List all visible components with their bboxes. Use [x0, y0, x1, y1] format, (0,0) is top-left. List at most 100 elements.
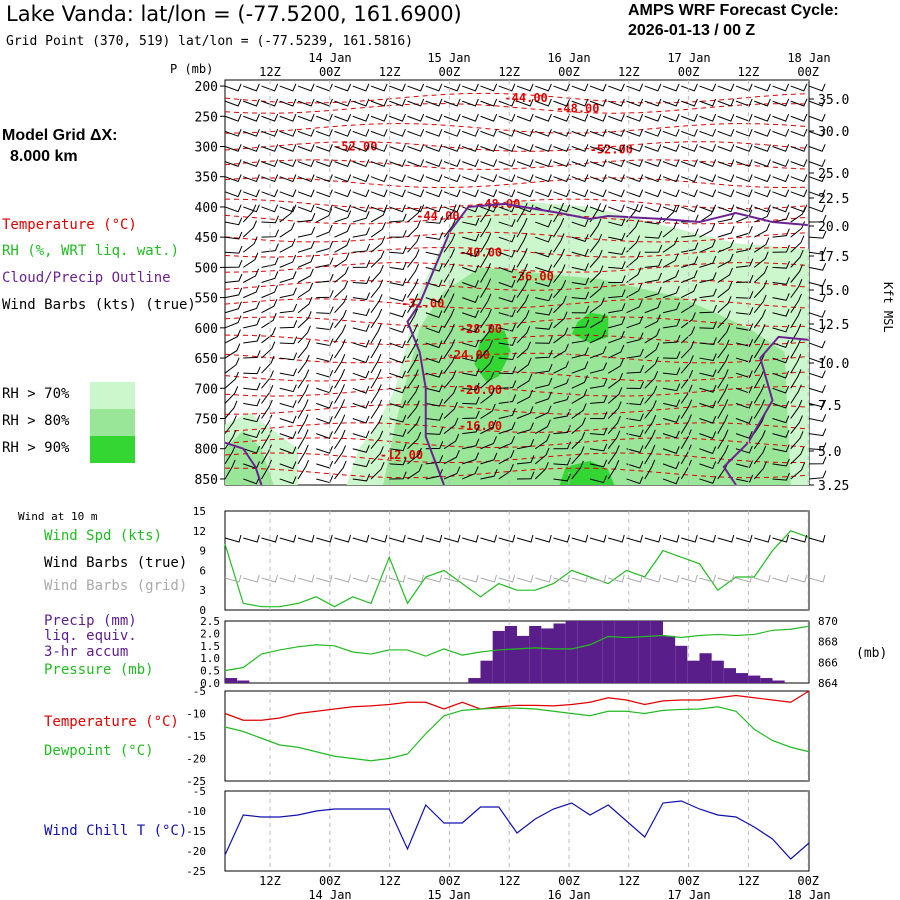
- legend-wind-chill: Wind Chill T (°C): [44, 823, 188, 839]
- wind-barb-grid: [608, 574, 625, 583]
- top-date-label: 15 Jan: [427, 51, 470, 65]
- wind-barb: [334, 280, 349, 298]
- wind-barb: [644, 459, 656, 480]
- wind-barb: [681, 242, 699, 253]
- wind-barb: [735, 113, 753, 122]
- wind-barb: [662, 318, 681, 329]
- wind-barb: [662, 430, 680, 439]
- wind-barb: [334, 384, 345, 404]
- wind-barb: [772, 355, 790, 364]
- wind-barb: [717, 369, 729, 389]
- precip-bar: [602, 621, 615, 683]
- wind-barb-true: [626, 534, 643, 543]
- wind-barb: [316, 224, 333, 238]
- wind-barb: [808, 428, 827, 437]
- wind-barb: [498, 309, 516, 318]
- wind-barb: [407, 204, 425, 213]
- temperature-contour: [224, 246, 810, 258]
- wind-barb: [480, 355, 494, 374]
- wind-barb: [425, 413, 444, 421]
- wind-barb: [407, 447, 422, 465]
- wind-barb: [717, 253, 734, 268]
- wind-barb: [243, 268, 260, 283]
- wind-barb: [626, 445, 644, 454]
- wind-barb: [699, 369, 717, 377]
- wind-barb: [626, 460, 644, 469]
- wind-barb: [808, 230, 827, 239]
- wind-barb: [370, 279, 384, 298]
- wind-barb: [443, 263, 455, 283]
- wind-barb: [754, 83, 771, 92]
- wind-panel-frame: [224, 510, 810, 611]
- wind-barb: [589, 329, 607, 344]
- wind-barb-grid: [589, 574, 607, 583]
- pressure-line: [224, 625, 810, 672]
- wind-barb: [644, 98, 662, 107]
- wind-barb: [626, 348, 644, 359]
- wind-barb: [224, 144, 242, 152]
- wind-barb-true: [699, 534, 716, 543]
- wind-barb: [553, 327, 569, 344]
- wind-barb: [334, 98, 352, 107]
- wind-barb: [425, 325, 443, 334]
- wind-barb: [662, 446, 680, 454]
- wind-barb: [516, 204, 534, 213]
- wind-barb: [571, 403, 587, 419]
- top-date-label: 14 Jan: [308, 51, 351, 65]
- wind-barb: [425, 128, 443, 137]
- wind-barb-grid: [681, 574, 698, 583]
- wind-barb: [407, 159, 425, 168]
- pressure-right-tick: 866: [818, 656, 838, 669]
- precip-bar: [736, 673, 749, 683]
- pressure-right-tick: 864: [818, 677, 838, 690]
- wind-barb-grid: [717, 574, 735, 583]
- wind-barb: [334, 224, 351, 238]
- wind-barb: [680, 355, 694, 374]
- wind-barb: [425, 279, 443, 288]
- wind-barb: [626, 174, 644, 183]
- bottom-hour-label: 00Z: [319, 874, 341, 888]
- cloud-outline-right: [722, 335, 810, 486]
- wind-barb: [443, 466, 461, 480]
- wind-barb: [553, 204, 571, 213]
- wind-barb: [608, 261, 626, 269]
- wind-barb: [352, 339, 370, 348]
- top-hour-label: 00Z: [439, 65, 461, 79]
- wind-barb: [297, 311, 312, 329]
- wind-barb: [735, 258, 754, 268]
- wind-barb: [662, 174, 680, 183]
- wind-barb: [808, 204, 826, 213]
- wind-barb: [407, 278, 419, 298]
- wind-barb: [407, 384, 420, 404]
- wind-tick-label: 9: [199, 545, 206, 558]
- wind-barb: [589, 204, 607, 213]
- bottom-hour-label: 00Z: [439, 874, 461, 888]
- pressure-tick-label: 250: [195, 110, 218, 125]
- wind-barb: [753, 294, 767, 314]
- wind-barb: [462, 410, 480, 420]
- wind-barb: [370, 250, 385, 268]
- wind-barb: [753, 251, 769, 268]
- wind-barb: [699, 353, 717, 362]
- wind-barb: [790, 338, 802, 359]
- wind-barb: [571, 83, 589, 92]
- wind-barb: [608, 232, 626, 241]
- wind-barb: [644, 286, 662, 299]
- wind-barb: [443, 248, 455, 268]
- wind-barb: [297, 174, 315, 183]
- wind-barb: [279, 461, 297, 470]
- wind-barb: [425, 144, 443, 152]
- wind-barb: [589, 281, 605, 298]
- wind-barb: [443, 204, 457, 223]
- wind-barb: [498, 98, 516, 107]
- wind-barb: [680, 429, 692, 449]
- wind-barb: [498, 204, 516, 213]
- wind-barb: [407, 323, 418, 344]
- wind-barb: [699, 415, 717, 424]
- wind-barb: [498, 128, 516, 137]
- top-hour-label: 12Z: [618, 65, 640, 79]
- wind-barb: [334, 128, 352, 137]
- wind-barb: [352, 128, 370, 137]
- wind-barb: [662, 269, 680, 283]
- top-hour-label: 00Z: [319, 65, 341, 79]
